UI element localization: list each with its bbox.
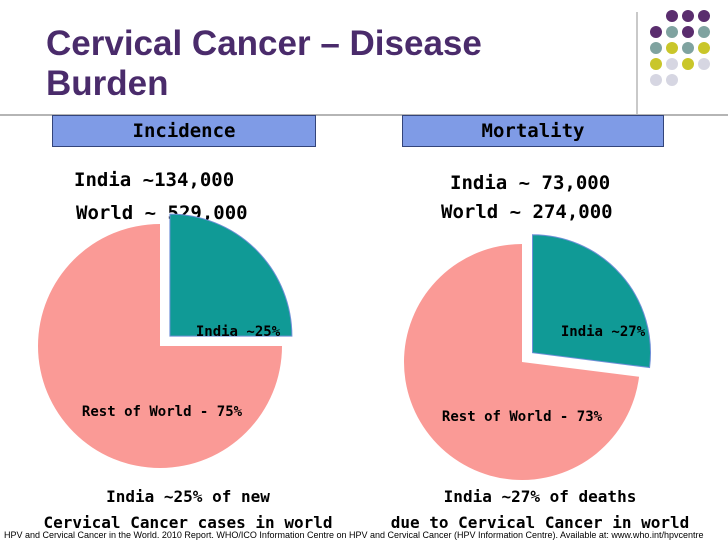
incidence-caption-line2: Cervical Cancer cases in world	[43, 513, 333, 532]
incidence-label-rest-of-world: Rest of World - 75%	[82, 404, 243, 420]
incidence-slice-india	[169, 213, 293, 337]
incidence-slice-rest-of-world	[38, 224, 282, 468]
mortality-tab: Mortality	[402, 115, 664, 147]
mortality-india-stat: India ~ 73,000	[450, 172, 611, 194]
mortality-slice-rest-of-world	[404, 244, 640, 481]
mortality-caption-line1: India ~27% of deaths	[443, 487, 637, 506]
mortality-caption: India ~27% of deaths due to Cervical Can…	[380, 484, 700, 536]
mortality-slice-india	[532, 234, 651, 369]
incidence-label-india: India ~25%	[196, 324, 281, 340]
mortality-label-rest-of-world: Rest of World - 73%	[442, 409, 603, 425]
slide-title-line1: Cervical Cancer – Disease	[46, 24, 482, 63]
incidence-world-stat: World ~ 529,000	[76, 202, 248, 224]
source-citation: HPV and Cervical Cancer in the World. 20…	[4, 530, 704, 540]
mortality-world-stat: World ~ 274,000	[441, 201, 613, 223]
incidence-pie-chart: India ~25% Rest of World - 75%	[38, 213, 293, 468]
mortality-caption-line2: due to Cervical Cancer in world	[390, 513, 690, 532]
mortality-pie-chart: India ~27% Rest of World - 73%	[404, 234, 651, 481]
mortality-label-india: India ~27%	[561, 324, 646, 340]
incidence-tab: Incidence	[52, 115, 316, 147]
slide-title: Cervical Cancer – Disease Burden	[46, 24, 606, 104]
slide-title-line2: Burden	[46, 64, 169, 103]
incidence-caption-line1: India ~25% of new	[106, 487, 270, 506]
title-divider-horizontal	[0, 114, 728, 116]
incidence-india-stat: India ~134,000	[74, 169, 235, 191]
incidence-caption: India ~25% of new Cervical Cancer cases …	[28, 484, 348, 536]
title-divider-vertical	[636, 12, 638, 116]
